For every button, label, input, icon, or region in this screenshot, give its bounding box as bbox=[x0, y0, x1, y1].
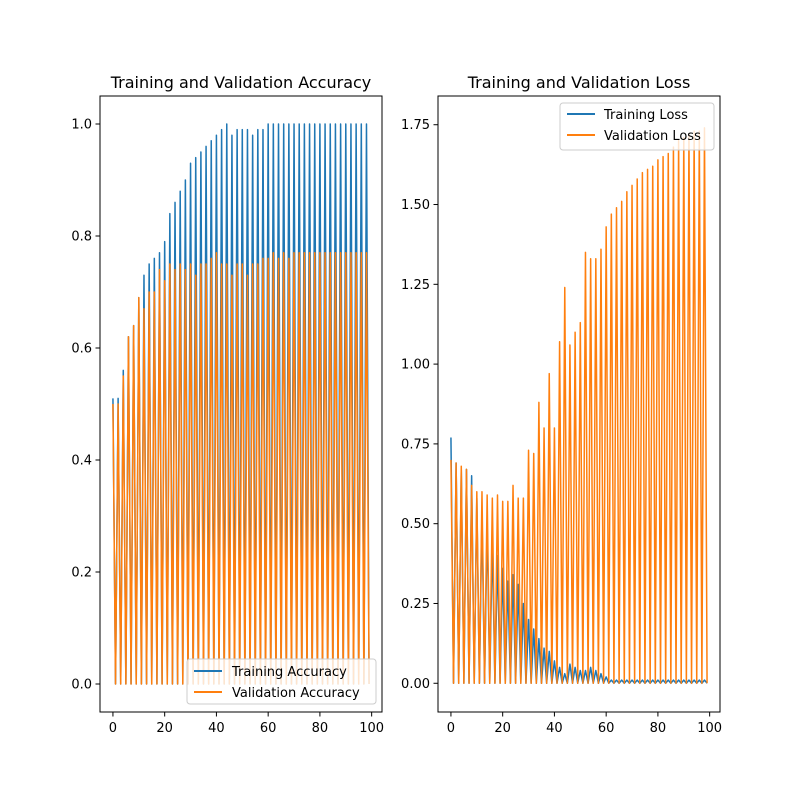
loss-y-tick-label: 1.00 bbox=[401, 358, 430, 373]
accuracy-y-tick-label: 1.0 bbox=[71, 118, 92, 133]
loss-y-tick-label: 0.00 bbox=[401, 677, 430, 692]
accuracy-legend-box bbox=[186, 658, 377, 705]
loss-series-layer bbox=[450, 127, 708, 685]
accuracy-ticks-layer: 0 20 40 60 80 100 0.0 0.2 0.4 0.6 0.8 1.0 bbox=[71, 118, 384, 737]
loss-chart: Training and Validation Loss 0 20 40 60 80 10… bbox=[401, 73, 722, 736]
loss-x-tick-label: 40 bbox=[546, 721, 563, 736]
accuracy-series-layer bbox=[112, 123, 370, 685]
accuracy-axes-frame bbox=[99, 95, 383, 713]
accuracy-y-tick-label: 0.2 bbox=[71, 566, 92, 581]
accuracy-y-tick-label: 0.8 bbox=[71, 230, 92, 245]
loss-y-tick-label: 1.25 bbox=[401, 278, 430, 293]
loss-legend-box bbox=[559, 102, 715, 151]
accuracy-chart: Training and Validation Accuracy 0 20 40 60… bbox=[71, 73, 384, 736]
accuracy-x-tick-label: 40 bbox=[208, 721, 225, 736]
loss-x-tick-label: 0 bbox=[447, 721, 455, 736]
loss-legend: Training Loss Validation Loss bbox=[559, 102, 715, 151]
loss-chart-title: Training and Validation Loss bbox=[467, 73, 691, 92]
loss-legend-label-training: Training Loss bbox=[603, 108, 688, 123]
loss-y-tick-label: 1.50 bbox=[401, 198, 430, 213]
accuracy-x-tick-label: 20 bbox=[156, 721, 173, 736]
accuracy-x-tick-label: 80 bbox=[312, 721, 329, 736]
loss-y-tick-label: 0.75 bbox=[401, 437, 430, 452]
accuracy-x-tick-label: 100 bbox=[359, 721, 384, 736]
accuracy-y-tick-label: 0.6 bbox=[71, 342, 92, 357]
accuracy-x-tick-label: 60 bbox=[260, 721, 277, 736]
loss-legend-label-validation: Validation Loss bbox=[604, 129, 701, 144]
loss-series-validation-line bbox=[450, 127, 708, 685]
accuracy-y-tick-label: 0.4 bbox=[71, 454, 92, 469]
accuracy-chart-title: Training and Validation Accuracy bbox=[110, 73, 372, 92]
accuracy-y-tick-label: 0.0 bbox=[71, 678, 92, 693]
loss-x-tick-label: 20 bbox=[494, 721, 511, 736]
loss-axes-frame bbox=[437, 95, 721, 713]
accuracy-legend: Training Accuracy Validation Accuracy bbox=[186, 658, 377, 705]
loss-x-tick-label: 100 bbox=[697, 721, 722, 736]
accuracy-x-tick-label: 0 bbox=[109, 721, 117, 736]
loss-x-tick-label: 60 bbox=[598, 721, 615, 736]
loss-y-tick-label: 0.50 bbox=[401, 517, 430, 532]
loss-y-tick-label: 1.75 bbox=[401, 118, 430, 133]
loss-ticks-layer: 0 20 40 60 80 100 0.00 0.25 0.50 0.75 1.00 1.25 1.50… bbox=[401, 118, 722, 736]
accuracy-series-validation-line bbox=[112, 252, 370, 685]
loss-y-tick-label: 0.25 bbox=[401, 597, 430, 612]
loss-x-tick-label: 80 bbox=[650, 721, 667, 736]
accuracy-legend-label-validation: Validation Accuracy bbox=[232, 686, 360, 701]
accuracy-legend-label-training: Training Accuracy bbox=[231, 665, 347, 680]
